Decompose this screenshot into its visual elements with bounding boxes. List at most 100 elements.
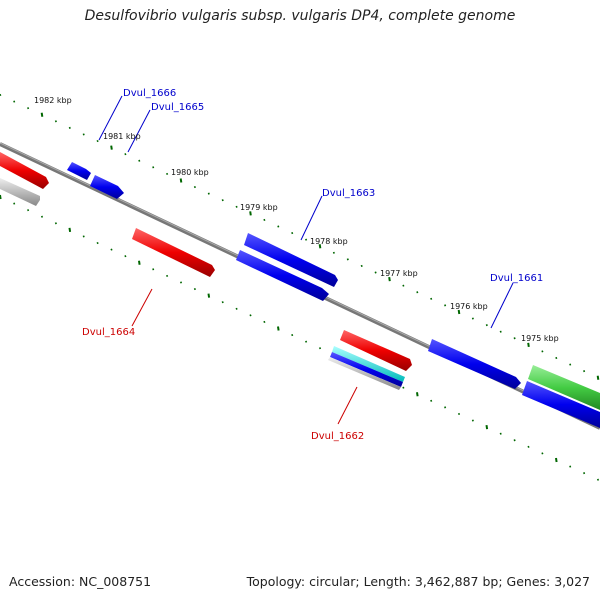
gene-label-dvul-1666[interactable]: Dvul_1666 xyxy=(123,88,176,99)
major-tick xyxy=(318,244,322,249)
minor-tick xyxy=(0,93,2,97)
minor-tick xyxy=(110,248,113,251)
minor-tick xyxy=(499,432,502,435)
major-tick xyxy=(596,375,600,380)
tick-label: 1978 kbp xyxy=(310,237,348,246)
minor-tick xyxy=(221,301,224,304)
minor-tick xyxy=(124,255,127,258)
minor-tick xyxy=(402,386,405,389)
minor-tick xyxy=(457,412,461,416)
minor-tick xyxy=(166,274,169,277)
minor-tick xyxy=(305,238,308,241)
minor-tick xyxy=(54,222,57,225)
minor-tick xyxy=(152,268,155,271)
minor-tick xyxy=(430,297,433,300)
tick-label: 1979 kbp xyxy=(240,203,278,212)
major-tick xyxy=(68,227,72,233)
minor-tick xyxy=(235,205,238,208)
major-tick xyxy=(416,392,419,397)
minor-tick xyxy=(193,185,196,189)
minor-tick xyxy=(541,452,544,455)
tick-label: 1976 kbp xyxy=(450,302,488,311)
gene-feature[interactable] xyxy=(528,365,600,410)
minor-tick xyxy=(13,100,16,103)
gene-label-dvul-1664[interactable]: Dvul_1664 xyxy=(82,327,135,338)
minor-tick xyxy=(471,419,474,422)
minor-tick xyxy=(82,133,85,136)
gene-label-dvul-1662[interactable]: Dvul_1662 xyxy=(311,431,364,442)
minor-tick xyxy=(374,271,377,274)
minor-tick xyxy=(27,209,30,212)
tick-row-outer xyxy=(0,93,600,380)
gene-dvul-1663[interactable] xyxy=(244,233,338,287)
minor-tick xyxy=(54,120,57,123)
minor-tick xyxy=(527,445,530,448)
gene-feature[interactable] xyxy=(236,250,329,301)
minor-tick xyxy=(82,235,85,238)
minor-tick xyxy=(430,399,433,402)
minor-tick xyxy=(96,139,99,143)
topology-text: Topology: circular; Length: 3,462,887 bp… xyxy=(246,574,590,589)
minor-tick xyxy=(485,324,488,327)
gene-feature[interactable] xyxy=(0,178,40,206)
major-tick xyxy=(249,211,252,216)
minor-tick xyxy=(291,231,294,235)
minor-tick xyxy=(291,333,294,337)
minor-tick xyxy=(277,225,280,228)
tick-label: 1981 kbp xyxy=(103,132,141,141)
minor-tick xyxy=(471,317,474,320)
gene-label-dvul-1663[interactable]: Dvul_1663 xyxy=(322,188,375,199)
minor-tick xyxy=(179,281,183,284)
gene-dvul-1661[interactable] xyxy=(428,339,521,389)
minor-tick xyxy=(27,107,30,110)
gene-feature[interactable] xyxy=(0,152,49,189)
gene-feature[interactable] xyxy=(328,357,401,390)
major-tick xyxy=(207,293,211,298)
major-tick xyxy=(40,112,44,117)
tick-label: 1982 kbp xyxy=(34,96,72,105)
gene-dvul-1664[interactable] xyxy=(132,228,215,277)
minor-tick xyxy=(305,340,308,343)
minor-tick xyxy=(263,218,266,222)
minor-tick xyxy=(221,199,224,202)
minor-tick xyxy=(263,320,266,324)
minor-tick xyxy=(152,166,155,169)
minor-tick xyxy=(583,370,586,373)
tick-label: 1975 kbp xyxy=(521,334,559,343)
tick-label: 1977 kbp xyxy=(380,269,418,278)
major-tick xyxy=(457,309,461,315)
major-tick xyxy=(485,424,489,430)
minor-tick xyxy=(583,472,586,475)
major-tick xyxy=(0,194,2,200)
gene-dvul-1666[interactable] xyxy=(67,162,91,180)
minor-tick xyxy=(68,126,71,129)
minor-tick xyxy=(207,192,210,195)
gene-label-dvul-1665[interactable]: Dvul_1665 xyxy=(151,102,204,113)
major-tick xyxy=(277,326,280,331)
gene-dvul-1662[interactable] xyxy=(340,330,412,371)
minor-tick xyxy=(346,258,349,261)
minor-tick xyxy=(249,314,252,317)
minor-tick xyxy=(360,264,363,268)
minor-tick xyxy=(596,478,600,481)
gene-label-dvul-1661[interactable]: Dvul_1661 xyxy=(490,273,543,284)
accession-text: Accession: NC_008751 xyxy=(9,574,152,589)
map-title: Desulfovibrio vulgaris subsp. vulgaris D… xyxy=(84,8,516,24)
minor-tick xyxy=(138,159,141,162)
minor-tick xyxy=(96,241,99,245)
major-tick xyxy=(388,276,391,282)
minor-tick xyxy=(541,350,544,353)
minor-tick xyxy=(416,291,419,294)
gene-callouts xyxy=(98,95,514,425)
gene-feature[interactable] xyxy=(522,381,600,428)
minor-tick xyxy=(444,304,447,307)
minor-tick xyxy=(193,287,196,291)
gene-feature[interactable] xyxy=(330,352,403,387)
minor-tick xyxy=(235,307,238,310)
gene-feature[interactable] xyxy=(332,346,405,382)
gene-dvul-1665[interactable] xyxy=(90,175,124,199)
minor-tick xyxy=(124,153,127,156)
minor-tick xyxy=(569,465,572,468)
